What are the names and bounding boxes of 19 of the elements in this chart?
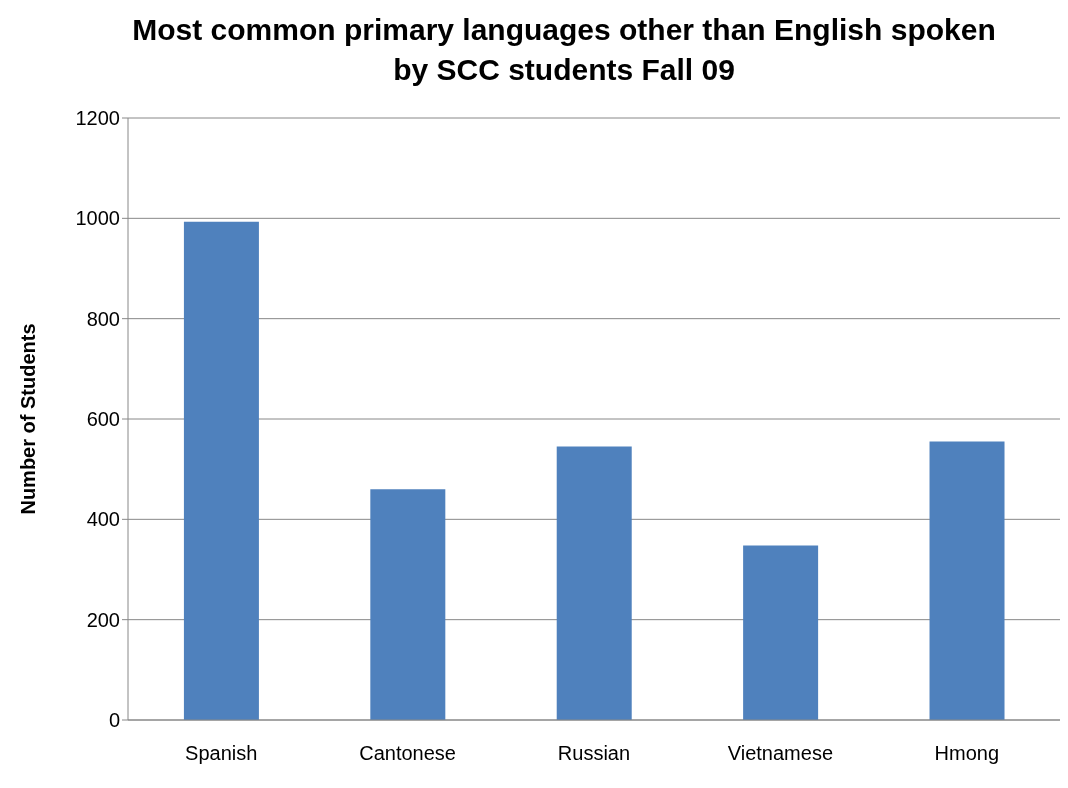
bar (556, 446, 632, 720)
y-axis-title: Number of Students (17, 323, 40, 515)
x-tick-label: Vietnamese (727, 742, 834, 765)
y-tick-label: 800 (86, 307, 120, 330)
y-tick-label: 600 (86, 408, 120, 431)
y-tick-label: 200 (86, 608, 120, 631)
y-tick-label: 1000 (75, 207, 120, 230)
bar (743, 545, 819, 720)
bar (183, 221, 259, 720)
y-tick-label: 0 (108, 709, 120, 732)
y-tick-label: 400 (86, 508, 120, 531)
x-tick-label: Cantonese (359, 742, 456, 765)
y-tick-label: 1200 (75, 107, 120, 130)
bar (370, 489, 446, 720)
x-tick-label: Hmong (934, 742, 1000, 765)
bar (929, 441, 1005, 720)
chart-title: Most common primary languages other than English spoken by SCC students Fall 09 (131, 12, 997, 88)
x-tick-label: Russian (557, 742, 631, 765)
x-tick-label: Spanish (185, 742, 258, 765)
